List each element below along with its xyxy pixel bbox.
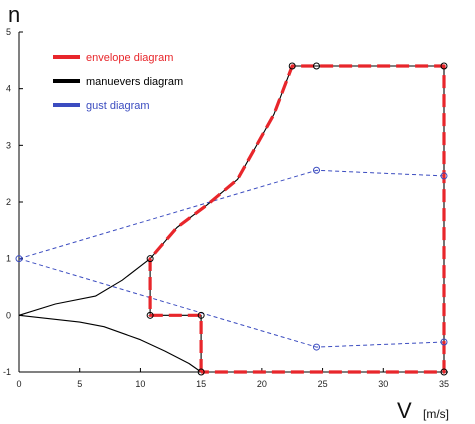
y-axis-title: n	[8, 2, 20, 27]
y-tick-label: 0	[6, 310, 11, 320]
gust-diagram-line	[18, 169, 445, 260]
gust-diagram-point	[15, 255, 23, 263]
y-tick-label: 2	[6, 197, 11, 207]
x-tick-label: 15	[196, 379, 206, 389]
legend-label-manuevers-diagram: manuevers diagram	[86, 76, 183, 88]
y-tick-label: 1	[6, 254, 11, 264]
legend-label-gust-diagram: gust diagram	[86, 100, 150, 112]
gust-diagram-point	[440, 172, 448, 180]
gust-diagram-point	[313, 166, 320, 174]
envelope-diagram-point	[197, 311, 205, 319]
manuevers-diagram-line	[18, 65, 445, 373]
envelope-diagram-point	[146, 255, 154, 263]
y-tick-label: -1	[3, 367, 11, 377]
gust-diagram-point	[440, 338, 448, 346]
envelope-diagram-point	[146, 311, 154, 319]
x-axis-title: V	[397, 398, 412, 423]
envelope-diagram-point	[313, 62, 320, 70]
envelope-diagram-point	[440, 62, 448, 70]
envelope-diagram-point	[288, 62, 296, 70]
y-tick-label: 5	[6, 27, 11, 37]
y-tick-label: 3	[6, 140, 11, 150]
x-tick-label: 0	[16, 379, 21, 389]
x-tick-label: 30	[378, 379, 388, 389]
envelope-diagram-point	[197, 368, 205, 376]
x-tick-label: 5	[77, 379, 82, 389]
envelope-diagram-line	[148, 64, 446, 374]
gust-diagram-line	[18, 258, 445, 348]
x-tick-label: 20	[257, 379, 267, 389]
axes: -1 0 1 2 3 4 5 0 5 10 15 20 25 30 35	[3, 27, 449, 389]
series-layer	[15, 62, 448, 376]
gust-diagram-point	[313, 343, 320, 351]
legend: envelope diagram manuevers diagram gust di…	[53, 52, 183, 112]
legend-label-envelope-diagram: envelope diagram	[86, 52, 173, 64]
x-axis-unit: [m/s]	[423, 407, 449, 421]
y-tick-label: 4	[6, 84, 11, 94]
x-tick-label: 35	[439, 379, 449, 389]
x-tick-label: 10	[135, 379, 145, 389]
x-tick-label: 25	[318, 379, 328, 389]
envelope-diagram-point	[440, 368, 448, 376]
